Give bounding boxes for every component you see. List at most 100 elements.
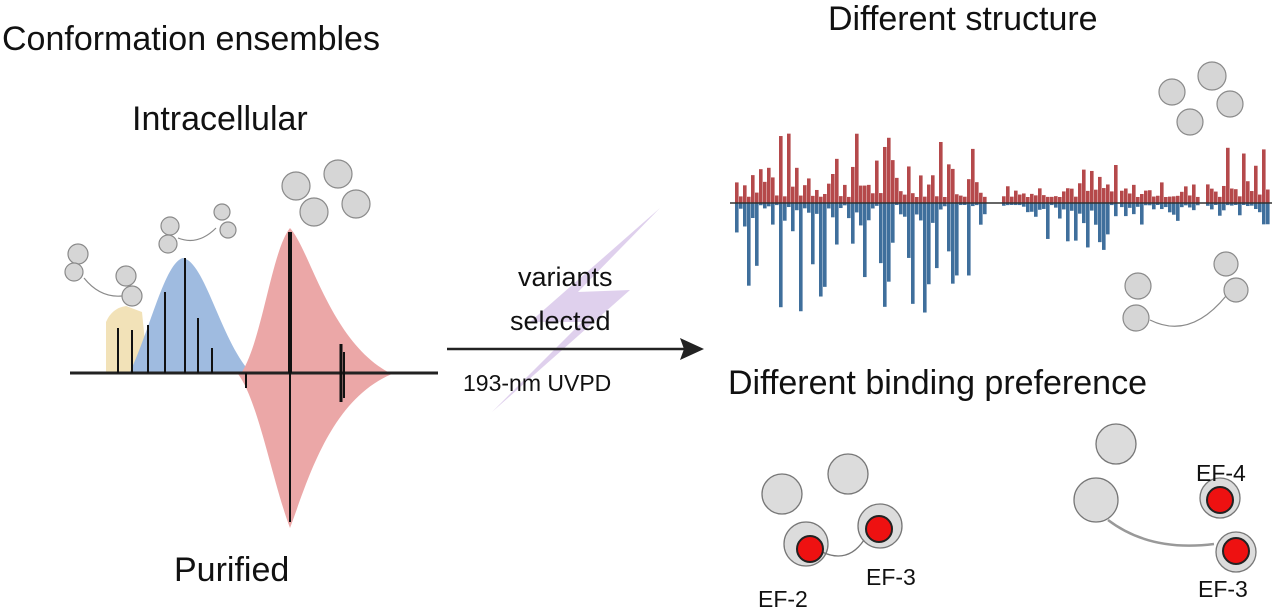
red-bar [1196,196,1200,203]
red-bar [1042,195,1046,203]
protein-structure-icon [1158,61,1244,136]
red-bar [1114,165,1118,203]
difference-bar-plot [730,133,1272,313]
red-bar [807,178,811,203]
red-bar [779,136,783,203]
blue-bar [839,203,843,209]
red-bar [883,146,887,203]
red-bar [783,196,787,203]
red-bar [1066,188,1070,203]
red-bar [1014,190,1018,203]
red-bar [915,196,919,203]
red-bar [831,173,835,203]
blue-bar [1074,203,1078,241]
blue-bar [959,203,963,206]
blue-bar [1262,203,1266,225]
blue-bar [771,203,775,225]
blue-bar [963,203,967,206]
pink-peak-upper [242,228,388,372]
red-bar [907,166,911,203]
blue-bar [1128,203,1132,208]
blue-bar [851,203,855,244]
red-bar [1258,194,1262,203]
red-bar [1026,196,1030,203]
blue-bar [1164,203,1168,208]
red-bar [775,195,779,203]
red-bar [979,192,983,203]
red-bar [1010,196,1014,203]
purified-label: Purified [174,551,290,589]
protein-structure-icon [281,159,371,227]
blue-bar [859,203,863,226]
red-bar [767,167,771,203]
blue-bar [755,203,759,266]
red-bar [923,196,927,203]
blue-bar [1160,203,1164,210]
ef2-label: EF-2 [758,586,808,612]
red-bar [1172,196,1176,203]
red-bar [951,168,955,203]
blue-bar [843,203,847,206]
red-bar [1180,191,1184,203]
red-bar [887,137,891,203]
red-bar [935,196,939,203]
blue-bar [791,203,795,232]
arrow-label-variants: variants [518,262,613,292]
red-bar [851,166,855,203]
red-bar [967,179,971,203]
blue-bar [923,203,927,313]
red-bar [1222,185,1226,203]
blue-bar [947,203,951,252]
red-bar [739,196,743,203]
red-bar [1136,196,1140,203]
red-bar [827,183,831,203]
red-bar [963,196,967,203]
blue-bar [1090,203,1094,211]
blue-bar [1110,203,1114,206]
blue-bar [811,203,815,265]
blue-bar [979,203,983,225]
blue-bar [1094,203,1098,225]
red-bar [1156,195,1160,203]
red-bar [819,196,823,203]
process-arrow [447,338,704,360]
red-bar [1132,184,1136,203]
red-bar [1206,184,1210,203]
red-bar [1160,182,1164,203]
blue-bar [1042,203,1046,209]
blue-bar [1038,203,1042,210]
red-bar [859,185,863,203]
binding-site-dot-icon [796,535,824,563]
blue-bar [891,203,895,243]
red-bar [1054,196,1058,203]
red-bar [1148,190,1152,203]
blue-bar [827,203,831,209]
blue-bar [887,203,891,282]
blue-bar [883,203,887,307]
blue-bar [1246,203,1250,207]
blue-bar [1210,203,1214,210]
red-bar [943,196,947,203]
red-bar [919,175,923,203]
blue-bar [1238,203,1242,216]
red-bar [855,133,859,203]
blue-bar [795,203,799,211]
blue-bar [1014,203,1018,206]
blue-bar [1132,203,1136,215]
red-bar [751,175,755,203]
red-bar [1210,188,1214,203]
blue-bar [951,203,955,284]
spectral-sticks [117,232,345,522]
blue-bar [1192,203,1196,211]
blue-bar [783,203,787,221]
red-bar [1250,191,1254,203]
blue-bar [943,203,947,207]
red-bar [835,158,839,203]
red-bar [1226,147,1230,203]
blue-bar [871,203,875,209]
red-bar [743,185,747,203]
left-title: Conformation ensembles [2,20,380,58]
blue-bar [1152,203,1156,210]
blue-bar [907,203,911,258]
blue-bar [903,203,907,217]
